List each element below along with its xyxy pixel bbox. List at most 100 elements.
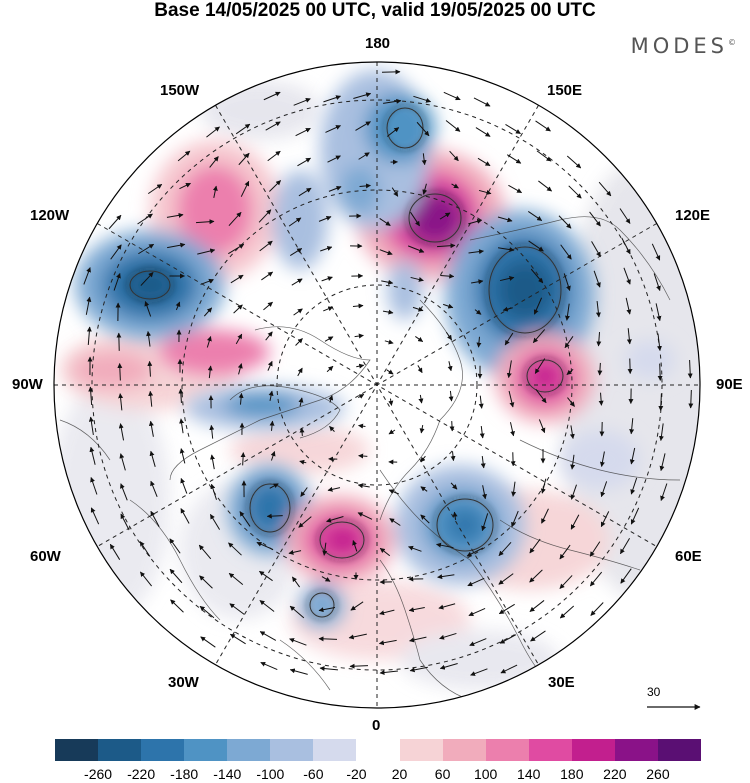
wind-arrow	[450, 482, 458, 490]
wind-arrow	[437, 574, 455, 580]
colorbar-swatch	[485, 739, 529, 761]
wind-arrow	[300, 487, 308, 497]
wind-arrow	[570, 484, 577, 500]
wind-arrow	[177, 150, 191, 162]
wind-arrow	[560, 244, 572, 260]
colorbar-swatch	[98, 739, 142, 761]
wind-arrow	[206, 126, 220, 138]
wind-arrow	[235, 123, 251, 135]
wind-arrow	[422, 183, 428, 195]
wind-arrow	[511, 481, 517, 497]
wind-arrow	[85, 296, 92, 315]
colorbar-swatch	[356, 739, 400, 761]
wind-arrow	[570, 454, 576, 470]
wind-arrow	[349, 663, 369, 669]
wind-arrow	[630, 507, 640, 525]
wind-arrow	[530, 268, 544, 284]
wind-arrow	[534, 358, 546, 374]
wind-arrow	[445, 120, 461, 132]
wind-arrow	[379, 670, 398, 675]
wind-arrow	[328, 185, 342, 192]
wind-arrow	[445, 331, 453, 341]
colorbar-tick-label: 20	[391, 766, 408, 782]
wind-arrow	[289, 605, 305, 619]
wind-arrow	[653, 273, 661, 292]
wind-arrow	[179, 418, 185, 434]
wind-arrow	[600, 481, 608, 498]
wind-arrow	[470, 668, 488, 676]
colorbar-swatch	[657, 739, 701, 761]
wind-arrow	[324, 336, 334, 342]
wind-arrow	[295, 127, 311, 137]
wind-arrow	[599, 451, 605, 467]
wind-arrow	[564, 336, 574, 349]
wind-arrow	[297, 367, 303, 377]
lon-label-0: 0	[372, 717, 381, 734]
wind-arrow	[322, 542, 328, 556]
wind-arrow	[298, 187, 312, 197]
wind-arrow	[408, 545, 422, 552]
wind-arrow	[438, 603, 456, 610]
wind-arrow	[256, 541, 274, 550]
wind-arrow	[259, 631, 277, 641]
wind-arrow	[325, 125, 341, 133]
wind-arrow	[299, 459, 307, 465]
wind-arrow	[352, 303, 364, 309]
wind-arrow	[471, 279, 484, 285]
wind-arrow	[197, 248, 216, 255]
wind-arrow	[439, 212, 451, 220]
wind-arrow	[260, 661, 278, 670]
wind-arrow	[259, 570, 273, 582]
wind-arrow	[198, 544, 212, 560]
wind-arrow	[175, 301, 181, 311]
wind-arrow	[180, 508, 190, 524]
wind-arrow	[290, 248, 303, 256]
wind-arrow	[619, 537, 631, 555]
wind-arrow	[659, 453, 666, 472]
wind-arrow	[566, 369, 574, 375]
wind-arrow	[443, 91, 461, 101]
wind-arrow	[687, 359, 693, 379]
wind-arrow	[228, 542, 242, 556]
wind-arrow	[326, 515, 344, 523]
colorbar-swatch	[571, 739, 615, 761]
wind-arrow	[436, 542, 454, 549]
wind-arrow	[658, 393, 664, 411]
colorbar-tick-label: -20	[346, 766, 367, 782]
wind-arrow	[199, 575, 213, 589]
wind-arrow	[297, 157, 311, 167]
wind-arrow	[541, 508, 549, 524]
wind-arrow	[138, 243, 155, 255]
wind-arrow	[655, 303, 662, 322]
wind-arrow	[447, 361, 453, 372]
wind-arrow	[439, 632, 457, 640]
brand-mark: ©	[728, 38, 736, 47]
wind-arrow	[437, 243, 456, 249]
wind-arrow	[180, 477, 188, 494]
wind-arrow	[421, 153, 427, 166]
colorbar-swatch	[528, 739, 572, 761]
wind-arrow	[473, 97, 491, 107]
wind-arrow	[623, 267, 631, 285]
colorbar-tick-label: -260	[84, 766, 113, 782]
wind-arrow	[449, 150, 459, 162]
wind-arrow	[563, 273, 571, 292]
wind-arrow	[467, 577, 485, 587]
wind-arrow	[407, 245, 425, 253]
wind-arrow	[591, 241, 601, 258]
wind-arrow	[146, 330, 152, 347]
wind-arrow	[259, 600, 275, 612]
wind-arrow	[391, 187, 399, 197]
wind-arrow	[350, 601, 364, 611]
lon-label-90w: 90W	[12, 376, 43, 393]
wind-arrow	[120, 513, 130, 531]
wind-arrow	[468, 218, 483, 225]
wind-arrow	[598, 181, 612, 197]
wind-arrow	[88, 416, 94, 435]
wind-arrow	[412, 306, 424, 312]
wind-arrow	[498, 573, 514, 585]
wind-arrow	[600, 511, 610, 528]
wind-arrow	[88, 386, 94, 406]
wind-arrow	[289, 668, 308, 675]
